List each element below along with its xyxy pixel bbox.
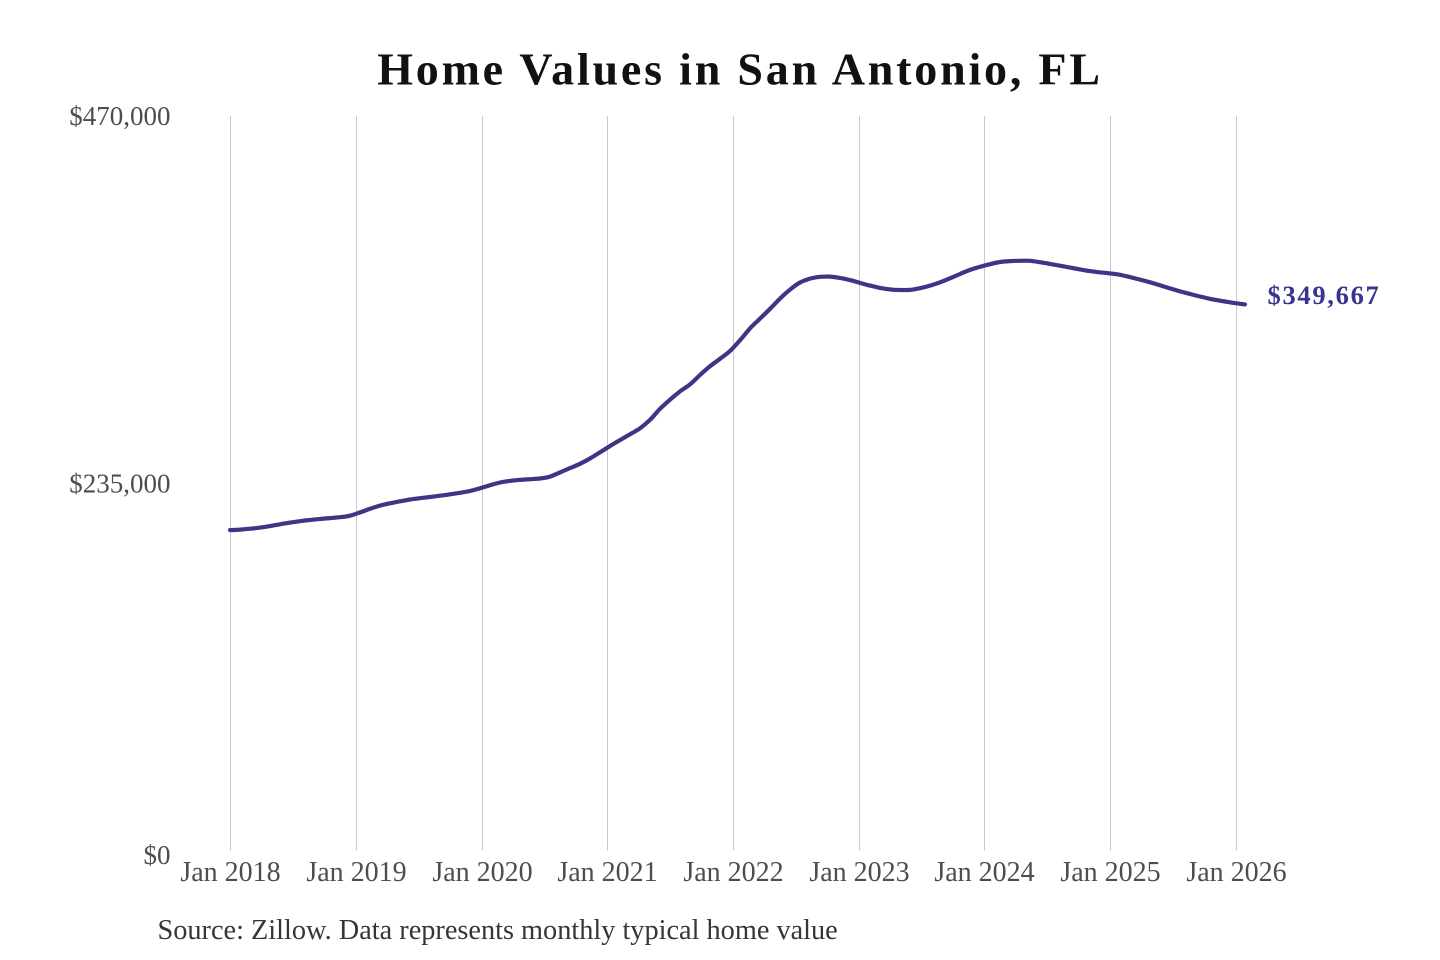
svg-text:$349,667: $349,667: [1268, 280, 1381, 310]
svg-text:Home Values in San Antonio, FL: Home Values in San Antonio, FL: [377, 43, 1103, 94]
svg-text:Jan 2020: Jan 2020: [432, 857, 532, 888]
svg-text:$470,000: $470,000: [69, 101, 170, 131]
svg-text:Jan 2021: Jan 2021: [557, 857, 657, 888]
svg-text:Jan 2023: Jan 2023: [809, 857, 909, 888]
svg-text:$0: $0: [144, 840, 171, 870]
svg-text:Jan 2022: Jan 2022: [683, 857, 783, 888]
svg-text:$235,000: $235,000: [69, 468, 170, 498]
svg-text:Jan 2026: Jan 2026: [1186, 857, 1286, 888]
svg-text:Source: Zillow. Data represent: Source: Zillow. Data represents monthly …: [158, 915, 838, 946]
svg-text:Jan 2025: Jan 2025: [1060, 857, 1160, 888]
svg-text:Jan 2024: Jan 2024: [934, 857, 1034, 888]
svg-text:Jan 2019: Jan 2019: [306, 857, 406, 888]
svg-text:Jan 2018: Jan 2018: [180, 857, 280, 888]
